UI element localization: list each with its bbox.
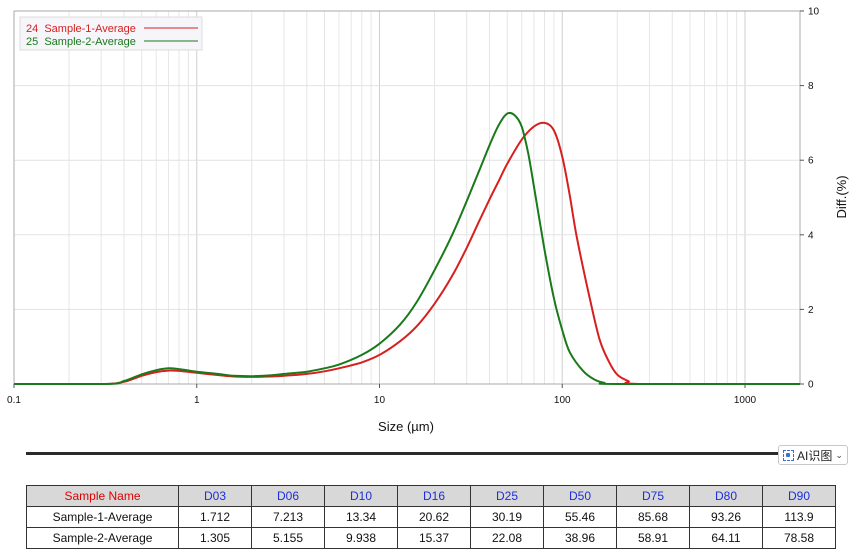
y-tick-label: 6 — [808, 156, 814, 167]
ai-image-recognition-button[interactable]: AI识图 ⌄ — [778, 445, 848, 465]
cell-d10: 13.34 — [324, 506, 398, 528]
series-lines — [13, 111, 800, 386]
y-tick-label: 10 — [808, 7, 820, 18]
cell-d10: 9.938 — [324, 527, 398, 549]
legend-box — [19, 16, 203, 51]
header-d06: D06 — [251, 485, 325, 507]
header-d50: D50 — [543, 485, 617, 507]
percentile-table: Sample Name D03 D06 D10 D16 D25 D50 D75 … — [26, 485, 836, 549]
scan-icon — [783, 449, 794, 461]
x-tick-label: 1000 — [734, 395, 757, 406]
cell-d75: 85.68 — [616, 506, 690, 528]
header-d16: D16 — [397, 485, 471, 507]
cell-d06: 7.213 — [251, 506, 325, 528]
grid-lines — [13, 10, 801, 385]
cell-d75: 58.91 — [616, 527, 690, 549]
header-d90: D90 — [762, 485, 836, 507]
x-tick-label: 100 — [554, 395, 571, 406]
x-tick-label: 10 — [374, 395, 386, 406]
header-d25: D25 — [470, 485, 544, 507]
cell-d80: 64.11 — [689, 527, 763, 549]
particle-size-chart: 0.1 1 10 100 1000 0 2 4 6 8 10 Size (µm) Diff.(%)… — [7, 7, 849, 435]
cell-d80: 93.26 — [689, 506, 763, 528]
table-row: Sample-1-Average 1.712 7.213 13.34 20.62… — [26, 506, 836, 528]
cell-d03: 1.712 — [178, 506, 252, 528]
chevron-down-icon: ⌄ — [835, 449, 843, 460]
section-divider — [26, 452, 778, 455]
cell-d25: 22.08 — [470, 527, 544, 549]
cell-d50: 55.46 — [543, 506, 617, 528]
cell-d16: 15.37 — [397, 527, 471, 549]
header-d10: D10 — [324, 485, 398, 507]
y-tick-label: 8 — [808, 81, 814, 92]
y-axis-label: Diff.(%) — [834, 175, 849, 218]
y-tick-label: 4 — [808, 230, 814, 241]
cell-d06: 5.155 — [251, 527, 325, 549]
legend-label-series-1: 24 Sample-1-Average — [26, 23, 136, 35]
cell-sample-name: Sample-2-Average — [26, 527, 179, 549]
legend: 24 Sample-1-Average 25 Sample-2-Average — [19, 16, 203, 51]
table-row: Sample-2-Average 1.305 5.155 9.938 15.37… — [26, 527, 836, 549]
header-d75: D75 — [616, 485, 690, 507]
ai-badge-label: AI识图 — [797, 448, 833, 463]
header-d80: D80 — [689, 485, 763, 507]
series-line-1 — [13, 121, 800, 386]
plot-frame — [13, 10, 801, 385]
y-tick-label: 2 — [808, 305, 814, 316]
header-sample-name: Sample Name — [26, 485, 179, 507]
x-axis-label: Size (µm) — [378, 419, 434, 434]
cell-d90: 78.58 — [762, 527, 836, 549]
x-tick-label: 1 — [194, 395, 200, 406]
x-tick-label: 0.1 — [7, 395, 21, 406]
cell-d16: 20.62 — [397, 506, 471, 528]
header-d03: D03 — [178, 485, 252, 507]
cell-d50: 38.96 — [543, 527, 617, 549]
series-line-2 — [13, 111, 800, 386]
legend-label-series-2: 25 Sample-2-Average — [26, 36, 136, 48]
table-header-row: Sample Name D03 D06 D10 D16 D25 D50 D75 … — [26, 485, 836, 507]
cell-sample-name: Sample-1-Average — [26, 506, 179, 528]
cell-d03: 1.305 — [178, 527, 252, 549]
cell-d25: 30.19 — [470, 506, 544, 528]
cell-d90: 113.9 — [762, 506, 836, 528]
y-tick-label: 0 — [808, 380, 814, 391]
y-axis-ticks: 0 2 4 6 8 10 — [800, 7, 820, 391]
x-axis-ticks: 0.1 1 10 100 1000 — [7, 384, 757, 406]
